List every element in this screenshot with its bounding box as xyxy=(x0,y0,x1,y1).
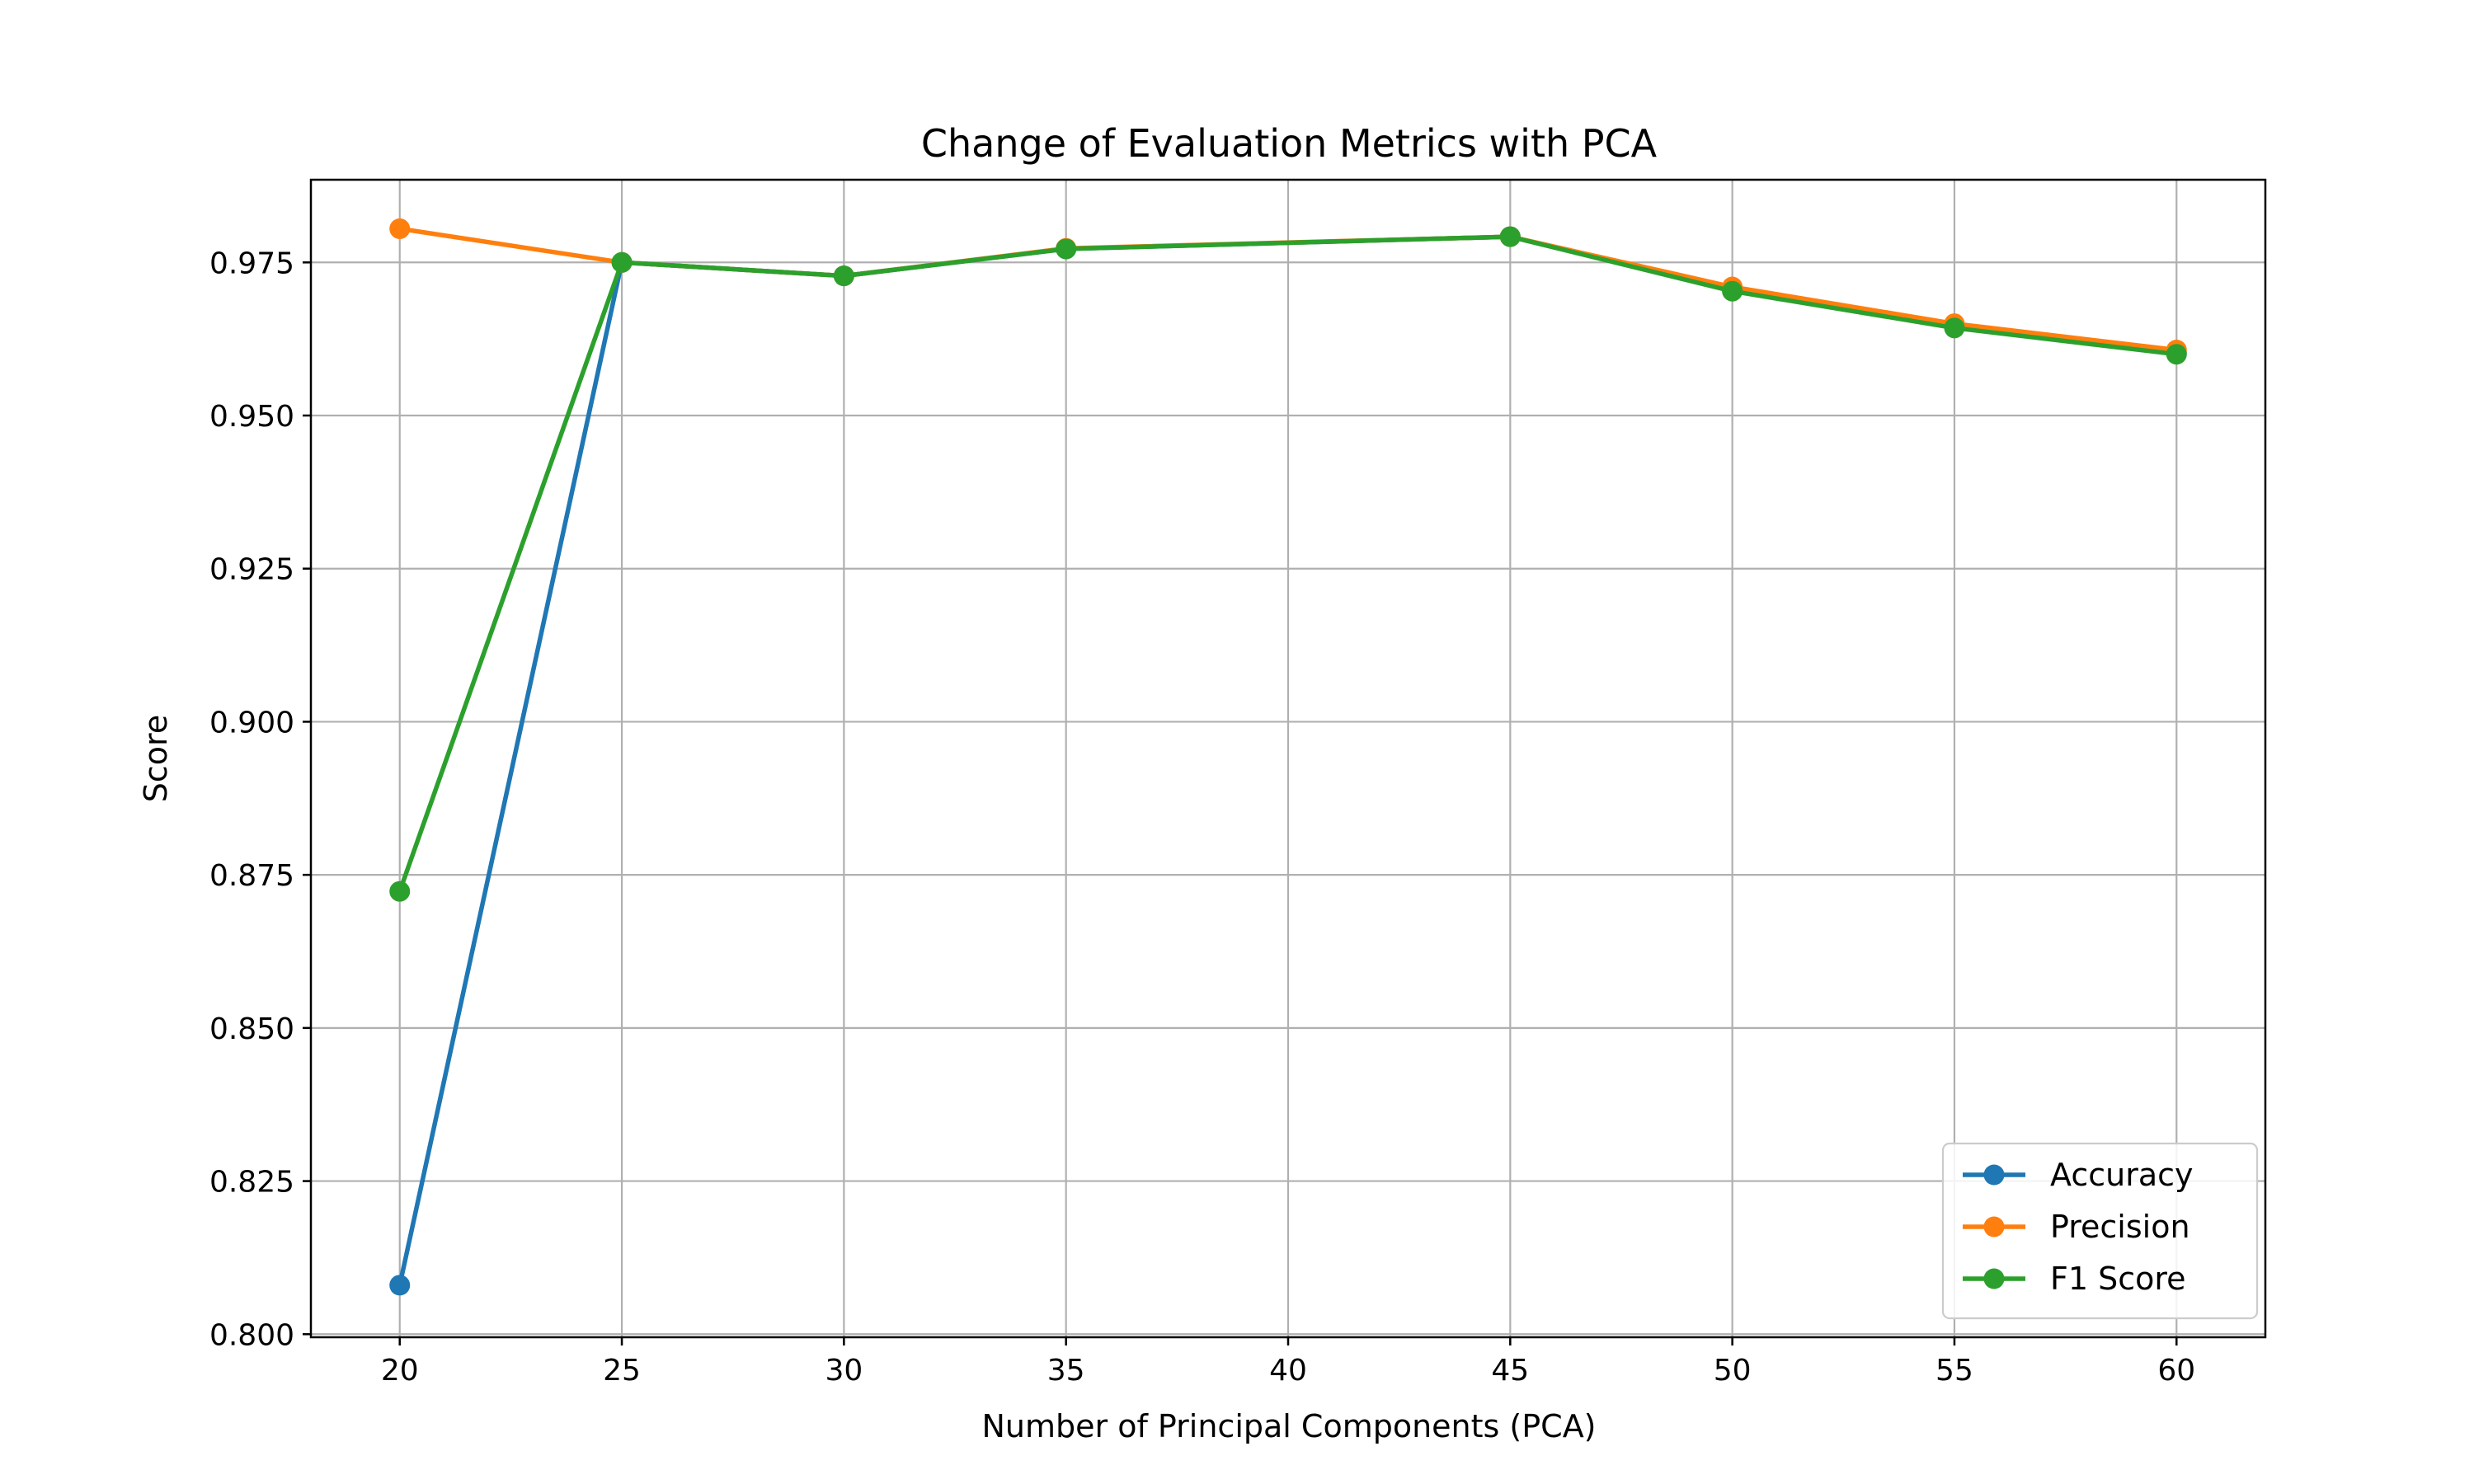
series-layer xyxy=(389,218,2187,1296)
y-tick-label: 0.900 xyxy=(209,706,294,740)
data-point-f1-score xyxy=(1944,317,1965,339)
legend-swatch-marker xyxy=(1983,1268,2005,1289)
x-tick-label: 35 xyxy=(1047,1354,1085,1388)
y-tick-label: 0.875 xyxy=(209,859,294,893)
chart-title: Change of Evaluation Metrics with PCA xyxy=(921,121,1658,166)
data-point-f1-score xyxy=(833,265,854,287)
x-tick-label: 30 xyxy=(825,1354,863,1388)
x-tick-label: 20 xyxy=(381,1354,419,1388)
grid-lines xyxy=(311,180,2265,1337)
x-axis-label: Number of Principal Components (PCA) xyxy=(981,1408,1596,1444)
data-point-f1-score xyxy=(2166,344,2187,365)
data-point-f1-score xyxy=(389,881,411,902)
x-axis-ticks: 20 25 30 35 40 45 50 55 60 xyxy=(381,1337,2195,1388)
legend-swatch-marker xyxy=(1983,1164,2005,1186)
x-tick-label: 40 xyxy=(1269,1354,1307,1388)
legend-box xyxy=(1941,1142,2259,1320)
y-tick-label: 0.975 xyxy=(209,247,294,280)
legend-entry-precision: Precision xyxy=(1963,1209,2190,1245)
legend: Accuracy Precision F1 Score xyxy=(1941,1142,2259,1320)
y-tick-label: 0.800 xyxy=(209,1318,294,1352)
x-tick-label: 50 xyxy=(1714,1354,1752,1388)
x-tick-label: 55 xyxy=(1935,1354,1973,1388)
data-point-f1-score xyxy=(1056,238,1077,260)
data-point-f1-score xyxy=(611,251,633,273)
legend-label: Precision xyxy=(2050,1209,2190,1245)
y-axis-label: Score xyxy=(138,715,174,802)
series-line-f1-score xyxy=(397,234,2177,893)
data-point-f1-score xyxy=(1499,226,1521,247)
legend-swatch-marker xyxy=(1983,1216,2005,1237)
x-tick-label: 25 xyxy=(603,1354,641,1388)
y-tick-label: 0.925 xyxy=(209,553,294,587)
data-point-accuracy xyxy=(389,1275,411,1296)
x-tick-label: 60 xyxy=(2157,1354,2195,1388)
x-tick-label: 45 xyxy=(1491,1354,1529,1388)
y-tick-label: 0.825 xyxy=(209,1166,294,1200)
y-tick-label: 0.950 xyxy=(209,400,294,434)
y-axis-ticks: 0.800 0.825 0.850 0.875 0.900 0.925 0.950 0.975 xyxy=(209,247,311,1352)
legend-label: F1 Score xyxy=(2050,1261,2186,1297)
y-tick-label: 0.850 xyxy=(209,1012,294,1046)
series-f1-score xyxy=(389,226,2187,902)
legend-entry-accuracy: Accuracy xyxy=(1963,1157,2194,1193)
legend-label: Accuracy xyxy=(2050,1157,2194,1193)
data-point-precision xyxy=(389,218,411,239)
legend-entry-f1-score: F1 Score xyxy=(1963,1261,2186,1297)
data-point-f1-score xyxy=(1722,280,1743,302)
